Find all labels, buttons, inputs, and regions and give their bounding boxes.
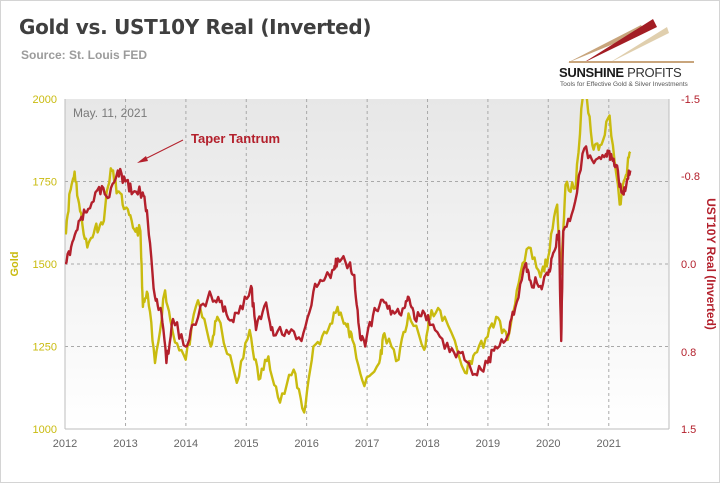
series-gold-line [65, 99, 632, 414]
right-tick-label: 0.0 [681, 259, 696, 271]
x-tick-label: 2014 [174, 438, 198, 450]
logo-tagline: Tools for Effective Gold & Silver Invest… [560, 81, 688, 88]
chart-source: Source: St. Louis FED [21, 48, 148, 62]
logo-name-bold: SUNSHINE [559, 65, 624, 80]
x-tick-label: 2017 [355, 438, 379, 450]
left-tick-label: 1750 [33, 177, 57, 189]
right-tick-label: 0.8 [681, 347, 696, 359]
right-axis-ticks: -1.5 -0.8 0.0 0.8 1.5 [681, 94, 700, 436]
x-tick-label: 2016 [294, 438, 318, 450]
annotation-arrow-line [140, 139, 184, 162]
left-axis-label: Gold [9, 251, 21, 276]
logo-swoosh-icon [567, 19, 694, 63]
chart-title: Gold vs. UST10Y Real (Inverted) [19, 15, 372, 39]
right-tick-label: 1.5 [681, 424, 696, 436]
series-ust10y-real-line [65, 145, 632, 377]
left-tick-label: 1250 [33, 342, 57, 354]
annotation-arrowhead-icon [137, 156, 148, 163]
x-tick-label: 2019 [476, 438, 500, 450]
x-tick-label: 2021 [597, 438, 621, 450]
logo-name: SUNSHINE PROFITS [559, 65, 682, 80]
x-tick-label: 2018 [415, 438, 439, 450]
annotation-taper-tantrum: Taper Tantrum [191, 131, 280, 146]
left-tick-label: 2000 [33, 94, 57, 106]
x-tick-label: 2015 [234, 438, 258, 450]
left-tick-label: 1500 [33, 259, 57, 271]
sunshine-profits-logo: SUNSHINE PROFITS Tools for Effective Gol… [549, 11, 709, 91]
right-axis-label: UST10Y Real (Inverted) [704, 198, 718, 330]
right-tick-label: -1.5 [681, 94, 700, 106]
x-axis-ticks: 2012 2013 2014 2015 2016 2017 2018 2019 2020 2021 [53, 438, 621, 450]
date-label: May. 11, 2021 [73, 106, 148, 120]
x-tick-label: 2013 [113, 438, 137, 450]
left-axis-ticks: 2000 1750 1500 1250 1000 [33, 94, 57, 436]
right-tick-label: -0.8 [681, 171, 700, 183]
x-tick-label: 2012 [53, 438, 77, 450]
logo-name-light: PROFITS [623, 65, 682, 80]
left-tick-label: 1000 [33, 424, 57, 436]
x-tick-label: 2020 [536, 438, 560, 450]
